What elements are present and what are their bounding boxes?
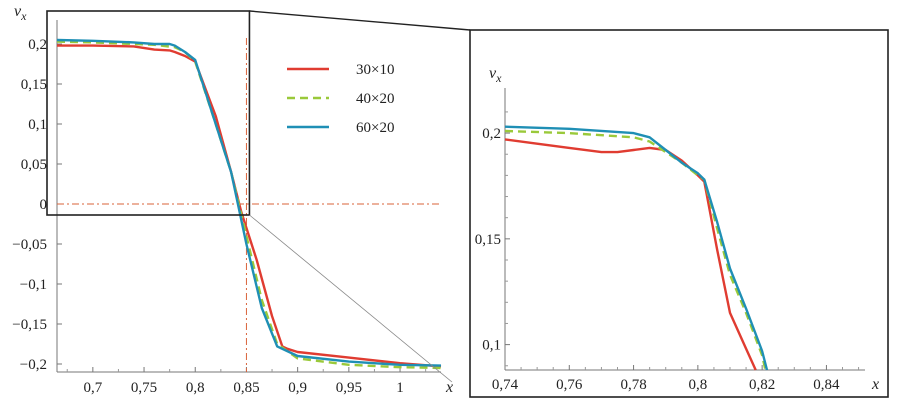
inset-y-tick-label: 0,1 xyxy=(482,338,501,354)
main-y-tick-label: −0,05 xyxy=(12,237,47,253)
zoom-connector-top xyxy=(249,10,471,31)
inset-x-tick-label: 0,8 xyxy=(688,377,707,393)
main-series-line xyxy=(56,38,442,367)
zoom-connectors xyxy=(249,10,471,383)
legend-label: 60×20 xyxy=(356,120,394,136)
main-x-tick-label: 0,7 xyxy=(83,380,102,396)
main-y-tick-label: 0,05 xyxy=(21,157,47,173)
main-y-tick-label: 0,2 xyxy=(28,37,47,53)
main-y-axis-label: vx xyxy=(14,3,27,23)
inset-y-tick-label: 0,2 xyxy=(482,126,501,142)
inset-series-line xyxy=(504,125,769,371)
main-x-tick-label: 0,75 xyxy=(131,380,157,396)
main-x-tick-label: 1 xyxy=(396,380,404,396)
zoom-connector-bottom xyxy=(249,214,453,383)
main-x-tick-label: 0,9 xyxy=(288,380,307,396)
main-x-axis-label: x xyxy=(445,379,453,396)
main-y-tick-label: 0,1 xyxy=(28,117,47,133)
inset-x-tick-label: 0,74 xyxy=(492,377,519,393)
inset-x-axis-label: x xyxy=(871,376,879,393)
main-y-tick-label: −0,15 xyxy=(12,317,47,333)
zoom-region-box xyxy=(46,10,251,216)
legend-label: 30×10 xyxy=(356,62,394,78)
inset-series-line xyxy=(504,129,767,371)
main-chart: 0,7 0,75 0,8 0,85 0,9 0,95 1 0,2 0,15 0,1 0,05 0 −0,… xyxy=(12,3,453,396)
legend-label: 40×20 xyxy=(356,91,394,107)
inset-x-tick-label: 0,82 xyxy=(749,377,775,393)
inset-x-tick-label: 0,78 xyxy=(620,377,646,393)
inset-x-tick-label: 0,84 xyxy=(813,377,840,393)
main-y-tick-label: −0,1 xyxy=(20,277,47,293)
main-x-tick-label: 0,8 xyxy=(186,380,205,396)
inset-y-tick-label: 0,15 xyxy=(475,232,501,248)
main-y-tick-label: 0 xyxy=(40,197,48,213)
main-y-tick-label: 0,15 xyxy=(21,77,47,93)
main-x-tick-label: 0,85 xyxy=(233,380,259,396)
main-x-tick-label: 0,95 xyxy=(336,380,362,396)
inset-frame xyxy=(469,29,889,398)
inset-x-tick-label: 0,76 xyxy=(556,377,583,393)
main-y-tick-label: −0,2 xyxy=(20,357,47,373)
